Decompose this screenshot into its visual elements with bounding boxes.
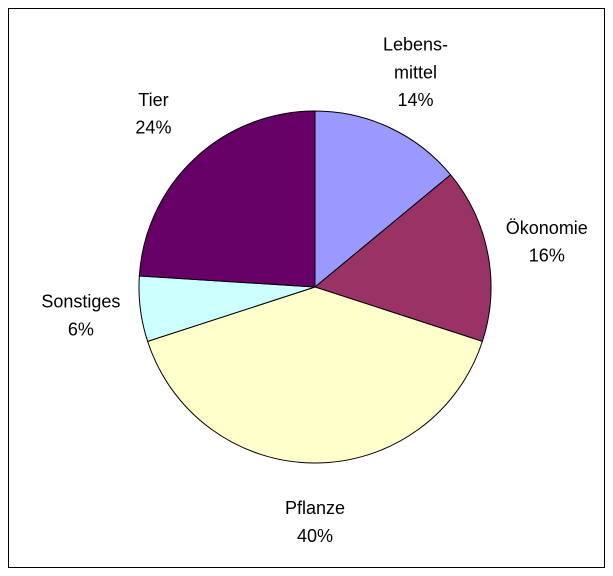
value-label: 16% [529, 246, 565, 266]
pie-slice [313, 174, 492, 343]
slice-label: Ökonomie [506, 218, 588, 238]
pie-slice [314, 110, 452, 289]
value-label: 40% [297, 526, 333, 546]
slice-label: Sonstiges [41, 291, 120, 311]
pie-slice [138, 110, 316, 288]
value-label: 14% [397, 90, 433, 110]
value-label: 6% [68, 319, 94, 339]
slice-label: Pflanze [285, 498, 345, 518]
value-label: 24% [135, 118, 171, 138]
pie-slice [146, 286, 484, 464]
slice-label: Lebens-mittel [383, 34, 448, 82]
slice-label: Tier [138, 90, 168, 110]
